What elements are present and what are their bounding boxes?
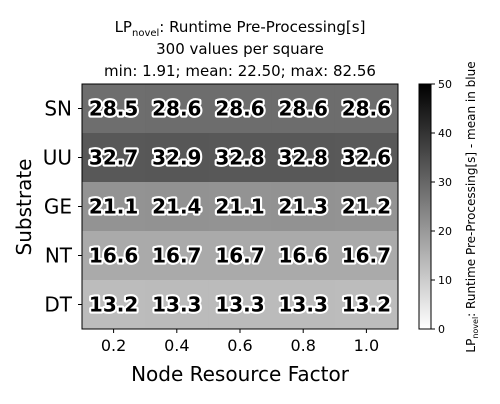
heatmap-cell bbox=[82, 182, 146, 232]
x-tick-label: 1.0 bbox=[354, 336, 379, 355]
heatmap-cell bbox=[271, 133, 336, 183]
heatmap-cell-value: 28.6 bbox=[152, 97, 201, 121]
heatmap-cell-value: 28.6 bbox=[342, 97, 391, 121]
heatmap-cell bbox=[145, 231, 209, 281]
heatmap-cell-value: 16.6 bbox=[89, 244, 138, 268]
heatmap-cell-value: 28.6 bbox=[215, 97, 264, 121]
colorbar-tick-label: 20 bbox=[438, 225, 452, 238]
heatmap-cell bbox=[208, 133, 273, 183]
colorbar-tick-label: 30 bbox=[438, 176, 452, 189]
y-axis-label: Substrate bbox=[12, 159, 36, 256]
chart-title: LPnovel: Runtime Pre-Processing[s] 300 v… bbox=[104, 18, 376, 80]
y-tick-label: NT bbox=[45, 244, 73, 268]
heatmap-cell-value: 16.6 bbox=[279, 244, 328, 268]
heatmap-cell bbox=[82, 84, 146, 134]
heatmap-cell-value: 13.2 bbox=[89, 293, 138, 317]
y-tick-label: DT bbox=[44, 293, 72, 317]
heatmap-cell-value: 13.2 bbox=[342, 293, 391, 317]
heatmap-cell bbox=[334, 182, 399, 232]
heatmap-cell-value: 21.1 bbox=[89, 195, 138, 219]
heatmap-cell-labels: 28.5 28.6 28.6 28.6 28.6 32.7 32.9 32.8 32.8 32.6… bbox=[87, 94, 393, 318]
heatmap-cell bbox=[145, 182, 209, 232]
heatmap-cell bbox=[82, 133, 146, 183]
heatmap-cell-value: 28.6 bbox=[279, 97, 328, 121]
heatmap-cell bbox=[145, 84, 209, 134]
heatmap-cell bbox=[334, 84, 399, 134]
heatmap-cell bbox=[82, 280, 146, 330]
heatmap-cell-value: 32.9 bbox=[152, 146, 201, 170]
heatmap-cells bbox=[82, 84, 399, 330]
heatmap-cell bbox=[334, 280, 399, 330]
heatmap-cell bbox=[145, 133, 209, 183]
heatmap-cell-value: 13.3 bbox=[279, 293, 328, 317]
colorbar-tick-label: 40 bbox=[438, 127, 452, 140]
heatmap-cell-value: 32.8 bbox=[215, 146, 264, 170]
heatmap-cell-value: 13.3 bbox=[152, 293, 201, 317]
colorbar-ticks: 0 10 20 30 40 50 bbox=[431, 78, 452, 336]
heatmap-cell bbox=[82, 231, 146, 281]
heatmap-cell bbox=[271, 84, 336, 134]
y-axis-ticks: SN UU GE NT DT bbox=[43, 97, 82, 317]
heatmap-cell bbox=[208, 84, 273, 134]
heatmap-cell bbox=[271, 231, 336, 281]
heatmap-cell-value: 13.3 bbox=[215, 293, 264, 317]
x-tick-label: 0.4 bbox=[164, 336, 189, 355]
y-tick-label: GE bbox=[44, 195, 72, 219]
title-line-1: LPnovel: Runtime Pre-Processing[s] bbox=[115, 18, 366, 39]
heatmap-cell-value: 21.2 bbox=[342, 195, 391, 219]
x-tick-label: 0.2 bbox=[101, 336, 126, 355]
heatmap-cell-value: 16.7 bbox=[342, 244, 391, 268]
y-tick-label: UU bbox=[43, 146, 72, 170]
heatmap-cell-value: 16.7 bbox=[152, 244, 201, 268]
heatmap-cell bbox=[334, 133, 399, 183]
heatmap-cell bbox=[271, 182, 336, 232]
x-axis-ticks: 0.2 0.4 0.6 0.8 1.0 bbox=[101, 329, 379, 355]
y-tick-label: SN bbox=[44, 97, 72, 121]
colorbar-tick-label: 10 bbox=[438, 274, 452, 287]
heatmap-cell bbox=[145, 280, 209, 330]
heatmap-cell-value: 21.1 bbox=[215, 195, 264, 219]
heatmap-cell-value: 32.7 bbox=[89, 146, 138, 170]
heatmap-cell-value: 28.5 bbox=[89, 97, 138, 121]
heatmap-cell-value: 21.4 bbox=[152, 195, 201, 219]
colorbar-tick-label: 50 bbox=[438, 78, 452, 91]
heatmap-cell bbox=[208, 182, 273, 232]
x-tick-label: 0.8 bbox=[290, 336, 315, 355]
heatmap-cell-value: 21.3 bbox=[279, 195, 328, 219]
heatmap-cell-value: 16.7 bbox=[215, 244, 264, 268]
heatmap-cell bbox=[271, 280, 336, 330]
colorbar-tick-label: 0 bbox=[438, 323, 445, 336]
title-line-3: min: 1.91; mean: 22.50; max: 82.56 bbox=[104, 62, 376, 80]
x-tick-label: 0.6 bbox=[227, 336, 252, 355]
x-axis-label: Node Resource Factor bbox=[131, 362, 350, 386]
heatmap-cell-value: 32.6 bbox=[342, 146, 391, 170]
colorbar bbox=[418, 83, 432, 330]
heatmap-cell bbox=[334, 231, 399, 281]
heatmap-cell bbox=[208, 231, 273, 281]
heatmap-cell bbox=[208, 280, 273, 330]
heatmap-cell-value: 32.8 bbox=[279, 146, 328, 170]
title-line-2: 300 values per square bbox=[156, 40, 324, 58]
colorbar-label: LPnovel: Runtime Pre-Processing[s] - mea… bbox=[464, 61, 480, 352]
